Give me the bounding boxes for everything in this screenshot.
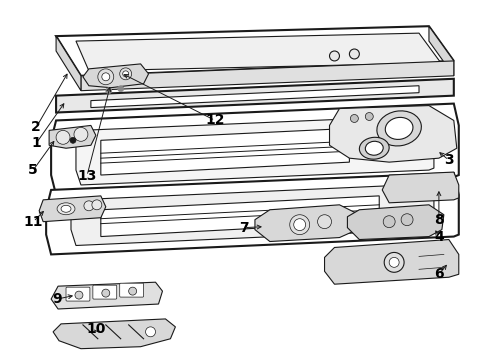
Polygon shape: [255, 205, 359, 242]
Text: 3: 3: [444, 153, 454, 167]
Polygon shape: [51, 104, 459, 195]
Text: 7: 7: [239, 221, 249, 235]
Polygon shape: [56, 26, 454, 76]
Circle shape: [384, 252, 404, 272]
Circle shape: [122, 71, 129, 77]
Circle shape: [349, 49, 359, 59]
Text: 6: 6: [434, 267, 444, 281]
Text: 5: 5: [28, 163, 38, 177]
Circle shape: [129, 287, 137, 295]
Ellipse shape: [359, 137, 389, 159]
Circle shape: [383, 216, 395, 228]
Circle shape: [92, 200, 102, 210]
Polygon shape: [39, 196, 106, 222]
Circle shape: [294, 219, 306, 231]
Text: 8: 8: [434, 213, 444, 227]
FancyBboxPatch shape: [120, 283, 144, 297]
Text: 10: 10: [86, 322, 105, 336]
Ellipse shape: [385, 117, 413, 139]
Circle shape: [120, 68, 132, 80]
Text: 11: 11: [24, 215, 43, 229]
Circle shape: [102, 289, 110, 297]
Circle shape: [70, 137, 76, 143]
Circle shape: [401, 214, 413, 226]
Circle shape: [350, 114, 358, 122]
Circle shape: [366, 113, 373, 121]
Circle shape: [290, 215, 310, 235]
Polygon shape: [71, 184, 434, 246]
Polygon shape: [56, 79, 454, 113]
Circle shape: [318, 215, 332, 229]
Polygon shape: [329, 105, 457, 162]
Text: 1: 1: [31, 136, 41, 150]
Polygon shape: [91, 86, 419, 108]
Polygon shape: [101, 196, 379, 237]
Circle shape: [75, 291, 83, 299]
Polygon shape: [83, 64, 148, 88]
Polygon shape: [347, 205, 444, 239]
Circle shape: [84, 201, 94, 211]
Polygon shape: [46, 173, 459, 255]
Polygon shape: [51, 282, 163, 309]
FancyBboxPatch shape: [93, 285, 117, 299]
Text: 4: 4: [434, 230, 444, 244]
Text: 13: 13: [77, 169, 97, 183]
Ellipse shape: [377, 111, 421, 146]
Ellipse shape: [61, 205, 71, 212]
Circle shape: [102, 73, 110, 81]
Circle shape: [329, 51, 340, 61]
Polygon shape: [429, 26, 454, 76]
Text: 9: 9: [52, 292, 62, 306]
Circle shape: [146, 327, 155, 337]
Text: 12: 12: [205, 113, 225, 127]
Polygon shape: [53, 319, 175, 349]
Polygon shape: [49, 125, 96, 148]
Circle shape: [106, 88, 112, 94]
Polygon shape: [382, 172, 459, 203]
Polygon shape: [101, 129, 349, 175]
Circle shape: [56, 130, 70, 144]
Polygon shape: [324, 239, 459, 284]
Text: 2: 2: [31, 120, 41, 134]
Circle shape: [389, 257, 399, 267]
FancyBboxPatch shape: [66, 287, 90, 301]
Circle shape: [74, 127, 88, 141]
Polygon shape: [81, 61, 454, 91]
Polygon shape: [76, 33, 441, 71]
Ellipse shape: [57, 203, 75, 215]
Circle shape: [118, 86, 123, 92]
Ellipse shape: [366, 141, 383, 155]
Circle shape: [98, 69, 114, 85]
Polygon shape: [56, 36, 81, 91]
Polygon shape: [76, 116, 434, 185]
